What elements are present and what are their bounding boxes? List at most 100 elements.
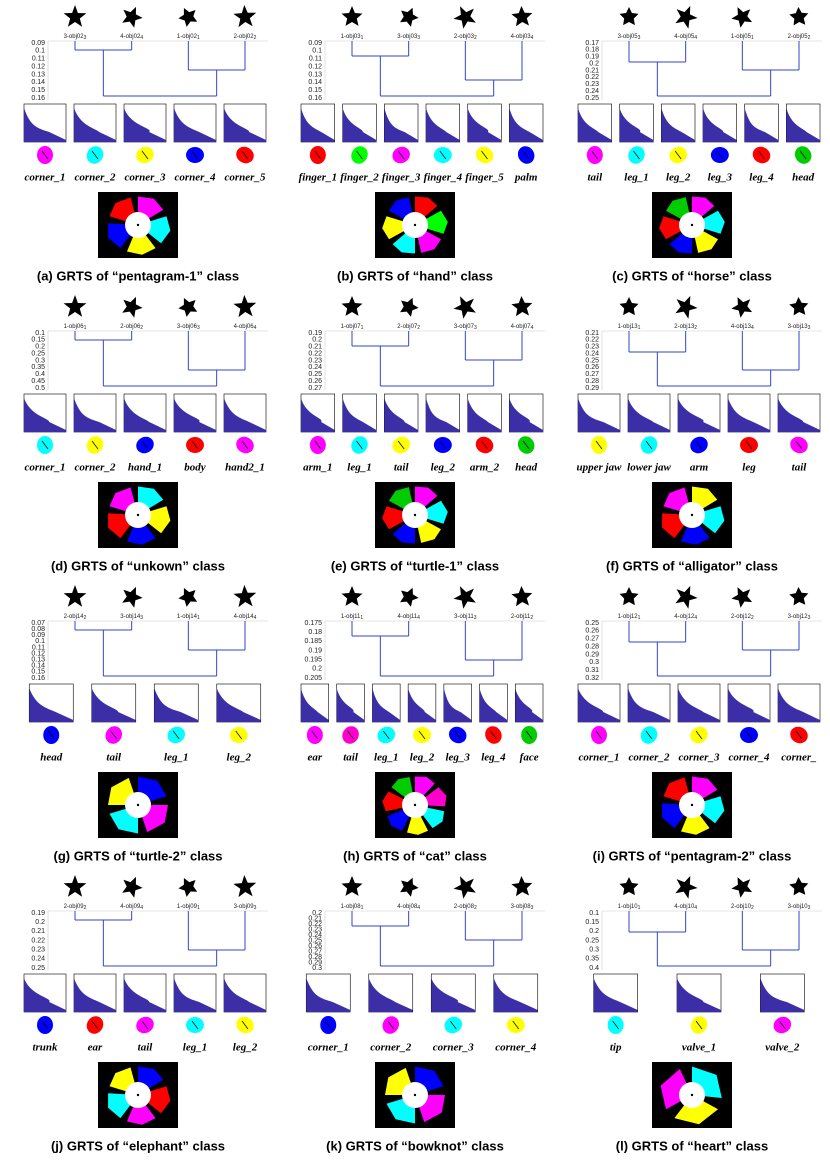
node-sub: 3 xyxy=(474,325,477,331)
node-label: 2-obj102 xyxy=(731,904,754,912)
part-name: corner_4 xyxy=(175,172,216,184)
y-tick-label: 0.31 xyxy=(585,667,599,674)
y-tick-label: 0.195 xyxy=(304,657,322,664)
node-sub: 3 xyxy=(254,905,257,911)
node-name: 4-obj09 xyxy=(120,904,141,910)
y-tick-label: 0.19 xyxy=(31,910,45,917)
y-tick-label: 0.2 xyxy=(35,919,45,926)
node-sub: 2 xyxy=(751,905,754,911)
part-name: tail xyxy=(343,752,359,764)
node-label: 1-obj051 xyxy=(731,34,754,42)
node-sub: 4 xyxy=(254,615,257,621)
part-name: leg_1 xyxy=(164,752,188,764)
centroid xyxy=(691,1094,693,1096)
node-sub: 2 xyxy=(417,325,420,331)
y-tick-label: 0.1 xyxy=(589,910,599,917)
node-label: 4-obj134 xyxy=(731,324,754,332)
part-name: leg_1 xyxy=(624,172,648,184)
node-sub: 4 xyxy=(140,35,143,41)
node-label: 1-obj081 xyxy=(341,904,364,912)
node-name: 3-obj14 xyxy=(120,614,141,620)
silhouette xyxy=(620,587,639,605)
node-sub: 3 xyxy=(417,35,420,41)
node-label: 1-obj031 xyxy=(341,34,364,42)
part-name: finger_1 xyxy=(299,172,338,184)
silhouette xyxy=(454,876,476,899)
node-label: 3-obj143 xyxy=(120,614,143,622)
y-tick-label: 0.3 xyxy=(589,947,599,954)
y-tick-label: 0.11 xyxy=(32,56,45,63)
node-name: 1-obj05 xyxy=(731,34,752,40)
silhouette xyxy=(511,296,532,316)
centroid xyxy=(137,1094,139,1096)
y-tick-label: 0.26 xyxy=(585,628,599,635)
node-label: 2-obj122 xyxy=(731,614,754,622)
node-name: 2-obj05 xyxy=(788,34,809,40)
silhouette xyxy=(178,588,197,607)
part-name: leg_3 xyxy=(445,752,470,764)
node-label: 4-obj104 xyxy=(674,904,697,912)
y-tick-label: 0.2 xyxy=(312,666,322,673)
part-name: corner_3 xyxy=(679,752,720,764)
node-name: 3-obj10 xyxy=(788,904,809,910)
part-name: corner_1 xyxy=(308,1042,349,1054)
part-name: tail xyxy=(394,462,410,474)
node-label: 4-obj124 xyxy=(674,614,697,622)
panel: 1-obj1214-obj1242-obj1223-obj1230.250.26… xyxy=(578,586,822,864)
centroid xyxy=(414,224,416,226)
node-name: 4-obj03 xyxy=(511,34,532,40)
part-name: leg_1 xyxy=(347,462,371,474)
silhouette xyxy=(64,875,87,897)
node-name: 3-obj03 xyxy=(397,34,418,40)
node-sub: 4 xyxy=(417,615,420,621)
node-sub: 3 xyxy=(197,325,200,331)
node-label: 4-obj084 xyxy=(397,904,420,912)
centroid xyxy=(414,1094,416,1096)
silhouette xyxy=(511,876,532,896)
node-sub: 2 xyxy=(474,35,477,41)
node-sub: 2 xyxy=(751,615,754,621)
node-sub: 3 xyxy=(808,615,811,621)
caption: (c) GRTS of “horse” class xyxy=(612,268,772,283)
part-name: corner_5 xyxy=(225,172,266,184)
node-name: 2-obj11 xyxy=(511,614,531,620)
node-sub: 3 xyxy=(531,905,534,911)
caption: (g) GRTS of “turtle-2” class xyxy=(53,848,222,863)
silhouette xyxy=(233,295,256,317)
part-name: corner_2 xyxy=(75,172,116,184)
node-label: 3-obj113 xyxy=(454,614,477,622)
part-name: upper jaw xyxy=(577,462,623,474)
y-tick-label: 0.5 xyxy=(35,385,45,392)
silhouette xyxy=(789,587,808,605)
node-sub: 3 xyxy=(808,325,811,331)
node-sub: 3 xyxy=(84,35,87,41)
node-name: 1-obj10 xyxy=(618,904,639,910)
node-name: 4-obj05 xyxy=(674,34,695,40)
node-name: 2-obj03 xyxy=(454,34,475,40)
part-name: tail xyxy=(138,1042,154,1054)
node-label: 2-obj032 xyxy=(454,34,477,42)
part-name: leg_3 xyxy=(708,172,733,184)
node-name: 1-obj12 xyxy=(618,614,639,620)
y-tick-label: 0.25 xyxy=(585,620,599,627)
node-sub: 4 xyxy=(694,615,697,621)
node-label: 4-obj034 xyxy=(511,34,534,42)
silhouette xyxy=(675,6,697,29)
part-name: leg xyxy=(742,462,756,474)
node-name: 2-obj10 xyxy=(731,904,752,910)
panel: 3-obj0234-obj0241-obj0212-obj0220.090.10… xyxy=(24,5,268,283)
caption: (l) GRTS of “heart” class xyxy=(616,1138,768,1153)
part-name: corner_4 xyxy=(495,1042,536,1054)
silhouette xyxy=(731,7,752,28)
silhouette xyxy=(454,296,476,319)
caption: (h) GRTS of “cat” class xyxy=(343,848,487,863)
node-sub: 1 xyxy=(84,325,87,331)
node-label: 1-obj131 xyxy=(618,324,641,332)
node-label: 1-obj091 xyxy=(177,904,200,912)
silhouette xyxy=(178,298,197,317)
part-name: valve_2 xyxy=(765,1042,800,1054)
panel: 1-obj0612-obj0623-obj0634-obj0640.10.150… xyxy=(24,295,268,573)
node-label: 4-obj094 xyxy=(120,904,143,912)
node-sub: 1 xyxy=(197,615,200,621)
part-name: arm_1 xyxy=(303,462,332,474)
